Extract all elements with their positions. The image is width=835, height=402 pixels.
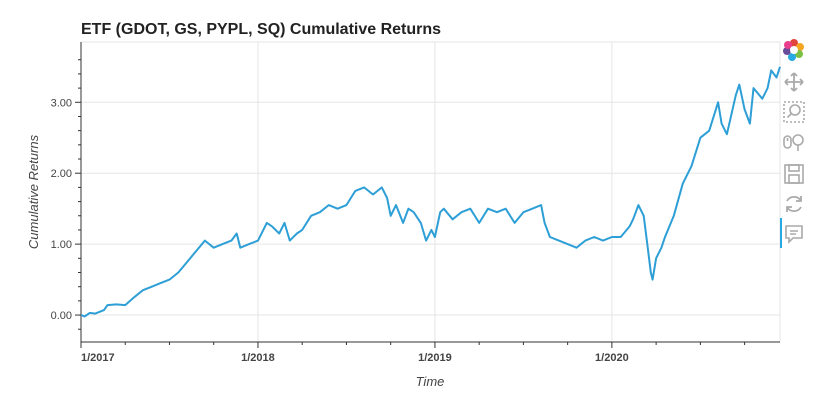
plot-frame	[80, 41, 781, 343]
x-tick-label: 1/2019	[418, 352, 452, 364]
bokeh-logo-icon[interactable]	[782, 38, 806, 62]
x-axis: 1/2017 1/2018 1/2019 1/2020	[80, 341, 780, 364]
pan-icon[interactable]	[782, 70, 806, 94]
chart-title: ETF (GDOT, GS, PYPL, SQ) Cumulative Retu…	[81, 21, 441, 38]
save-icon[interactable]	[782, 162, 806, 186]
y-tick-label: 3.00	[51, 97, 72, 109]
x-tick-label: 1/2017	[81, 352, 115, 364]
y-tick-label: 1.00	[51, 239, 72, 251]
active-tool-indicator	[780, 218, 782, 248]
box-zoom-icon[interactable]	[782, 100, 806, 124]
y-tick-label: 0.00	[51, 310, 72, 322]
toolbar	[780, 36, 808, 256]
wheel-zoom-icon[interactable]	[782, 130, 806, 154]
y-axis: 0.00 1.00 2.00 3.00	[51, 42, 82, 342]
hover-icon[interactable]	[782, 222, 806, 246]
series-line	[80, 66, 781, 318]
x-tick-label: 1/2018	[241, 352, 275, 364]
y-axis-label: Cumulative Returns	[26, 134, 41, 249]
grid	[80, 42, 780, 342]
x-tick-label: 1/2020	[595, 352, 629, 364]
x-axis-label: Time	[416, 374, 445, 389]
y-tick-label: 2.00	[51, 168, 72, 180]
reset-icon[interactable]	[782, 192, 806, 216]
